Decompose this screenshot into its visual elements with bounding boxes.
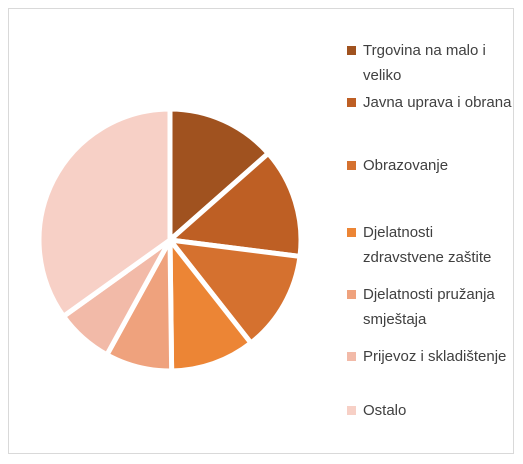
legend-label: Obrazovanje [363,157,449,174]
legend-label: Prijevoz i skladištenje [363,348,507,365]
legend-item: Djelatnosti pružanja smještaja [345,282,517,332]
legend-label: Ostalo [363,402,407,419]
pie-slice [164,236,303,347]
legend-item: Ostalo [345,398,517,423]
legend-item: Javna uprava i obrana [345,90,517,115]
legend-swatch [347,290,356,299]
legend-item: Prijevoz i skladištenje [345,344,517,369]
legend-item: Trgovina na malo i veliko [345,38,517,88]
legend-swatch [347,46,356,55]
legend-label: Djelatnosti zdravstvene zaštite [363,224,492,266]
legend-swatch [347,228,356,237]
legend-item: Djelatnosti zdravstvene zaštite [345,220,517,270]
legend-swatch [347,98,356,107]
legend-swatch [347,406,356,415]
pie-slice [36,106,173,320]
legend-swatch [347,352,356,361]
legend-label: Djelatnosti pružanja smještaja [363,286,495,328]
legend-label: Trgovina na malo i veliko [363,42,486,84]
legend-label: Javna uprava i obrana [363,94,512,111]
legend-item: Obrazovanje [345,153,517,178]
chart-frame [8,8,514,454]
legend-swatch [347,161,356,170]
pie-slice [167,106,272,246]
pie-slice [164,149,304,260]
